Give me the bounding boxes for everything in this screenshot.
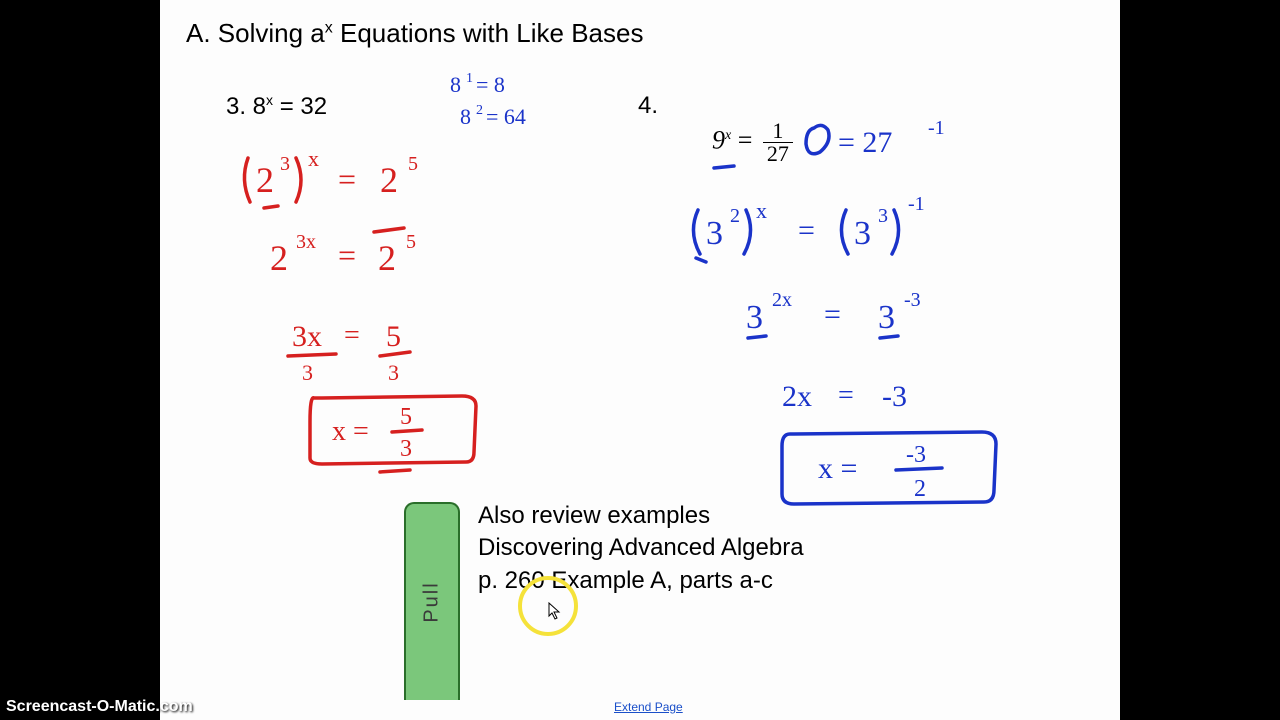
blue-aside-p3: 8 1 = 8 8 2 = 64 bbox=[440, 68, 600, 138]
svg-text:3: 3 bbox=[854, 215, 871, 252]
svg-text:=: = bbox=[824, 298, 841, 331]
svg-text:-3: -3 bbox=[904, 289, 921, 311]
svg-text:2: 2 bbox=[270, 238, 288, 278]
svg-text:=: = bbox=[338, 161, 356, 197]
svg-text:2: 2 bbox=[256, 160, 274, 200]
svg-text:= 27: = 27 bbox=[838, 126, 892, 159]
svg-text:5: 5 bbox=[400, 404, 412, 430]
svg-text:5: 5 bbox=[408, 153, 418, 175]
title-prefix: A. Solving a bbox=[186, 18, 325, 48]
blue-work-p4: = 27 -1 3 2 x = 3 3 -1 3 2x = 3 -3 2x = … bbox=[690, 118, 1020, 518]
svg-text:3: 3 bbox=[302, 360, 313, 385]
svg-text:-3: -3 bbox=[882, 380, 907, 413]
svg-text:x =: x = bbox=[818, 452, 857, 485]
svg-text:=: = bbox=[798, 214, 815, 247]
svg-text:8: 8 bbox=[460, 104, 471, 129]
svg-text:2: 2 bbox=[730, 205, 740, 227]
svg-text:-1: -1 bbox=[928, 117, 945, 139]
svg-text:3: 3 bbox=[706, 215, 723, 252]
svg-text:=: = bbox=[344, 320, 360, 351]
svg-text:2: 2 bbox=[378, 238, 396, 278]
watermark: Screencast-O-Matic.com bbox=[6, 698, 193, 716]
svg-text:8: 8 bbox=[450, 72, 461, 97]
title-sup: x bbox=[325, 19, 333, 36]
cursor-arrow-icon bbox=[548, 602, 562, 625]
svg-text:x: x bbox=[756, 198, 767, 223]
svg-text:x =: x = bbox=[332, 416, 369, 447]
svg-text:5: 5 bbox=[406, 231, 416, 253]
svg-text:3: 3 bbox=[746, 299, 763, 336]
red-work-p3: 2 3 x = 2 5 2 3x = 2 5 3x = 5 3 3 x = 5 … bbox=[230, 140, 510, 480]
svg-text:x: x bbox=[308, 146, 319, 171]
page-title: A. Solving ax Equations with Like Bases bbox=[186, 18, 643, 49]
svg-text:3: 3 bbox=[878, 299, 895, 336]
pull-label: Pull bbox=[421, 581, 444, 622]
svg-text:3x: 3x bbox=[292, 320, 322, 353]
svg-text:2: 2 bbox=[380, 160, 398, 200]
svg-text:3: 3 bbox=[388, 360, 399, 385]
svg-text:3x: 3x bbox=[296, 231, 316, 253]
problem-3: 3. 8x = 32 bbox=[226, 92, 327, 121]
extend-page-link[interactable]: Extend Page bbox=[614, 700, 683, 714]
svg-text:1: 1 bbox=[466, 71, 473, 86]
svg-text:2x: 2x bbox=[772, 289, 792, 311]
svg-text:=: = bbox=[838, 380, 854, 411]
svg-text:= 64: = 64 bbox=[486, 104, 526, 129]
pull-tab[interactable]: Pull bbox=[404, 502, 460, 700]
svg-text:3: 3 bbox=[878, 205, 888, 227]
svg-text:= 8: = 8 bbox=[476, 72, 505, 97]
svg-text:3: 3 bbox=[400, 436, 412, 462]
title-suffix: Equations with Like Bases bbox=[333, 18, 644, 48]
svg-text:2: 2 bbox=[476, 103, 483, 118]
svg-text:2x: 2x bbox=[782, 380, 812, 413]
svg-text:2: 2 bbox=[914, 476, 926, 502]
svg-text:3: 3 bbox=[280, 153, 290, 175]
svg-text:=: = bbox=[338, 237, 356, 273]
svg-text:-3: -3 bbox=[906, 442, 926, 468]
review-note: Also review examples Discovering Advance… bbox=[478, 500, 804, 597]
svg-text:-1: -1 bbox=[908, 193, 925, 215]
problem-4-number: 4. bbox=[638, 92, 658, 120]
svg-text:5: 5 bbox=[386, 320, 401, 353]
